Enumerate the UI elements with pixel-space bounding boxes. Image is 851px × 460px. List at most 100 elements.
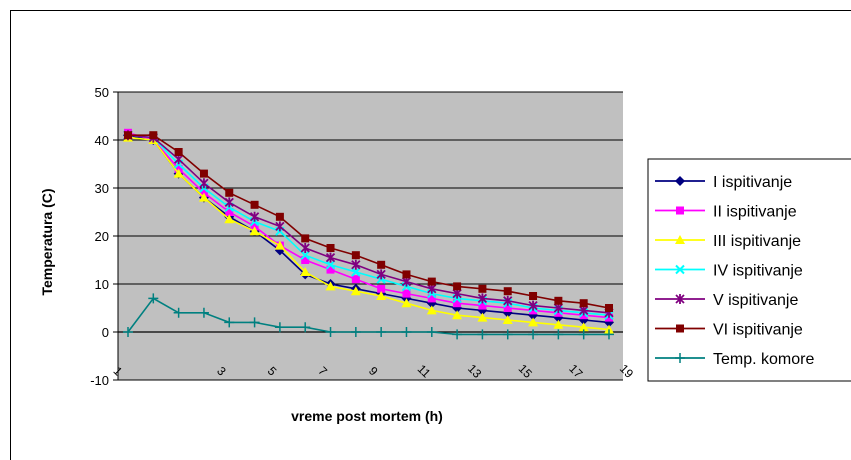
data-point [477, 329, 488, 340]
data-point [478, 301, 487, 310]
data-point [401, 298, 412, 308]
legend-label: VI ispitivanje [713, 322, 803, 339]
y-tick-label: 30 [95, 181, 109, 196]
data-point [529, 292, 538, 300]
chart-frame [10, 10, 851, 460]
data-point [604, 324, 614, 334]
data-point [301, 256, 310, 264]
data-point [198, 307, 209, 318]
legend: I ispitivanje II ispitivanje III ispitivan… [647, 158, 851, 382]
data-point [675, 353, 685, 363]
data-point [326, 244, 335, 252]
data-point [350, 286, 361, 296]
y-tick-label: 0 [102, 325, 109, 340]
data-point [351, 275, 360, 284]
data-point [426, 305, 437, 315]
data-point [675, 264, 685, 275]
data-point [401, 327, 412, 337]
data-point [325, 281, 336, 291]
data-point [325, 260, 336, 270]
data-point [274, 240, 285, 250]
data-point [676, 324, 684, 333]
data-point [325, 252, 336, 263]
series-group [123, 128, 614, 340]
data-point [224, 317, 235, 328]
data-point [225, 188, 234, 197]
data-point [578, 322, 589, 332]
data-point [426, 327, 437, 337]
data-point [377, 260, 386, 269]
data-point [249, 226, 260, 236]
data-point [427, 294, 436, 303]
legend-item: Temp. komore [655, 351, 814, 368]
legend-label: IV ispitivanje [713, 263, 803, 280]
data-point [503, 287, 512, 296]
data-point [452, 329, 463, 340]
data-point [275, 221, 285, 232]
data-point [376, 269, 386, 280]
data-point [503, 295, 513, 306]
series-iii-ispitivanje [123, 132, 614, 334]
data-point [376, 327, 387, 337]
data-point [579, 299, 588, 308]
data-point [350, 327, 361, 337]
data-point [553, 329, 564, 340]
data-point [173, 168, 184, 178]
series-line [128, 134, 610, 309]
data-point [326, 265, 335, 274]
data-point [250, 200, 259, 209]
y-axis: -10 0 10 20 30 40 50 [90, 85, 119, 388]
legend-label: I ispitivanje [713, 174, 792, 191]
legend-label: III ispitivanje [713, 233, 801, 250]
data-point [675, 176, 685, 186]
y-axis-label: Temperatura (C) [39, 188, 55, 295]
y-tick-label: 20 [95, 229, 109, 244]
data-point [224, 197, 234, 208]
data-point [124, 131, 132, 140]
legend-item: VI ispitivanje [655, 322, 803, 339]
data-point [199, 169, 208, 178]
data-point [604, 329, 614, 340]
data-point [174, 148, 183, 156]
legend-label: Temp. komore [713, 351, 814, 368]
data-point [605, 304, 613, 312]
data-point [199, 178, 209, 189]
data-point [351, 251, 360, 260]
data-point [351, 267, 361, 277]
x-axis-label: vreme post mortem (h) [291, 408, 443, 424]
data-point [325, 327, 336, 337]
legend-label: II ispitivanje [713, 204, 797, 221]
series-vi-ispitivanje [124, 131, 613, 312]
data-point [402, 270, 411, 279]
data-point [123, 327, 133, 337]
series-line [127, 132, 610, 319]
legend-item: I ispitivanje [655, 174, 792, 191]
data-point [249, 317, 260, 328]
data-point [477, 312, 488, 322]
data-point [502, 315, 513, 324]
data-point [452, 310, 463, 320]
y-tick-label: 40 [95, 133, 109, 148]
data-point [300, 243, 310, 253]
data-point [300, 267, 311, 276]
data-point [503, 304, 512, 312]
legend-label: V ispitivanje [713, 292, 798, 309]
data-point [173, 307, 184, 318]
legend-item: III ispitivanje [655, 233, 801, 250]
data-point [351, 259, 361, 270]
data-point [528, 329, 539, 340]
data-point [453, 299, 462, 308]
data-point [675, 235, 685, 244]
data-point [301, 234, 310, 243]
legend-item: IV ispitivanje [655, 263, 803, 280]
data-point [554, 296, 563, 305]
data-point [149, 131, 158, 140]
y-tick-label: 50 [95, 85, 109, 100]
data-point [148, 293, 159, 304]
legend-item: II ispitivanje [655, 204, 797, 221]
y-tick-label: -10 [90, 373, 109, 388]
data-point [249, 211, 260, 222]
data-point [578, 329, 589, 340]
data-point [502, 329, 513, 340]
